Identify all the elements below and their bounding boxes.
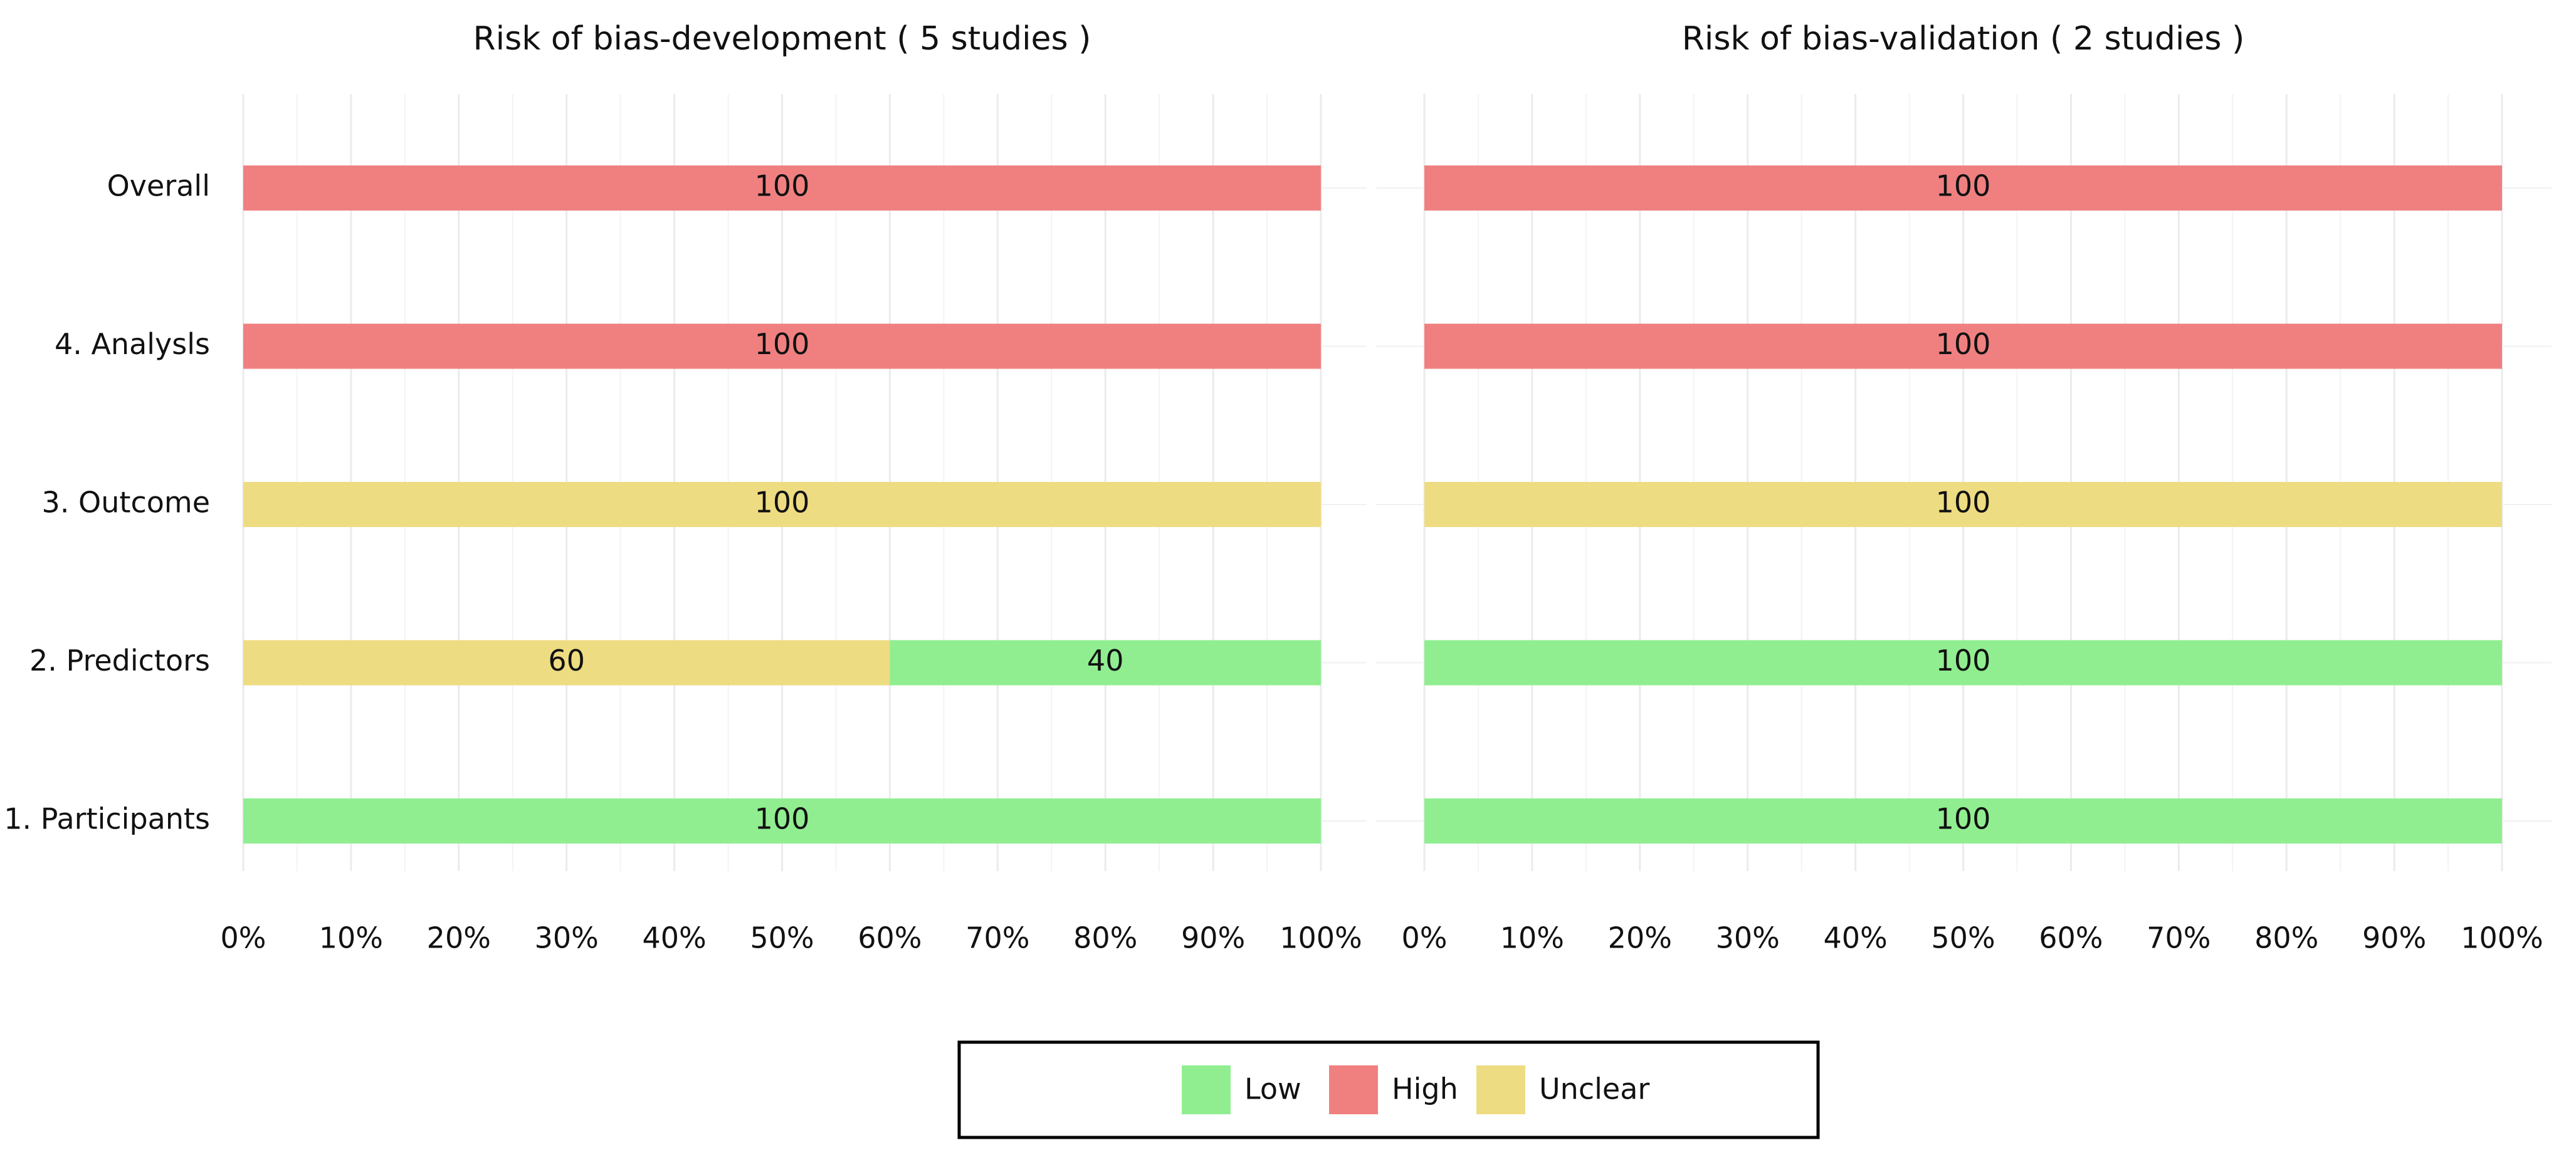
data-label: 100 <box>755 486 810 520</box>
x-tick-label: 80% <box>1073 921 1137 955</box>
x-tick-label: 100% <box>2461 921 2543 955</box>
legend-box <box>957 1040 1820 1139</box>
x-tick-label: 40% <box>1823 921 1887 955</box>
chart-title: Risk of bias-validation ( 2 studies ) <box>1682 20 2245 58</box>
x-tick-label: 70% <box>2147 921 2211 955</box>
bar: Unclear <box>1424 482 2502 527</box>
legend-swatch <box>1476 1065 1525 1114</box>
bar <box>243 482 1321 527</box>
bar: High <box>1424 323 2502 369</box>
data-label: 100 <box>755 327 810 361</box>
x-tick-label: 10% <box>1500 921 1564 955</box>
data-label: 100 <box>755 802 810 836</box>
data-label: 100 <box>1936 644 1991 677</box>
x-tick-label: 0% <box>221 921 266 955</box>
chart-title: Risk of bias-development ( 5 studies ) <box>473 20 1091 58</box>
x-tick-label: 40% <box>642 921 706 955</box>
x-tick-label: 70% <box>965 921 1029 955</box>
legend-swatch <box>1182 1065 1231 1114</box>
x-tick-label: 30% <box>1716 921 1780 955</box>
data-label: 100 <box>1936 486 1991 520</box>
x-tick-label: 0% <box>1402 921 1448 955</box>
x-tick-label: 50% <box>1931 921 1995 955</box>
y-tick-label: 4. Analysls <box>55 327 210 361</box>
x-tick-label: 20% <box>1608 921 1672 955</box>
y-tick-label: 1. Participants <box>4 802 210 836</box>
x-tick-label: 80% <box>2254 921 2318 955</box>
legend-label: Low <box>1244 1072 1301 1106</box>
x-tick-label: 90% <box>1181 921 1245 955</box>
data-label: 100 <box>1936 169 1991 203</box>
bar <box>243 798 1321 844</box>
bar: Low <box>1424 640 2502 686</box>
y-tick-label: 2. Predictors <box>29 644 210 677</box>
x-tick-label: 10% <box>319 921 383 955</box>
x-tick-label: 90% <box>2362 921 2426 955</box>
legend-swatch <box>1329 1065 1378 1114</box>
data-label: 40 <box>1087 644 1124 677</box>
x-tick-label: 100% <box>1280 921 1362 955</box>
y-tick-label: 3. Outcome <box>42 486 210 520</box>
x-tick-label: 60% <box>2039 921 2103 955</box>
x-tick-label: 30% <box>535 921 599 955</box>
x-tick-label: 50% <box>750 921 814 955</box>
data-label: 100 <box>1936 802 1991 836</box>
y-tick-label: Overall <box>107 169 210 203</box>
bar: Low <box>1424 798 2502 844</box>
bar <box>243 323 1321 369</box>
x-tick-label: 60% <box>858 921 922 955</box>
bar <box>243 640 890 686</box>
legend-label: High <box>1392 1072 1458 1106</box>
data-label: 100 <box>755 169 810 203</box>
bar <box>243 165 1321 211</box>
x-tick-label: 20% <box>427 921 491 955</box>
data-label: 60 <box>548 644 585 677</box>
legend-label: Unclear <box>1539 1072 1649 1106</box>
data-label: 100 <box>1936 327 1991 361</box>
bar <box>890 640 1321 686</box>
bar: High <box>1424 165 2502 211</box>
